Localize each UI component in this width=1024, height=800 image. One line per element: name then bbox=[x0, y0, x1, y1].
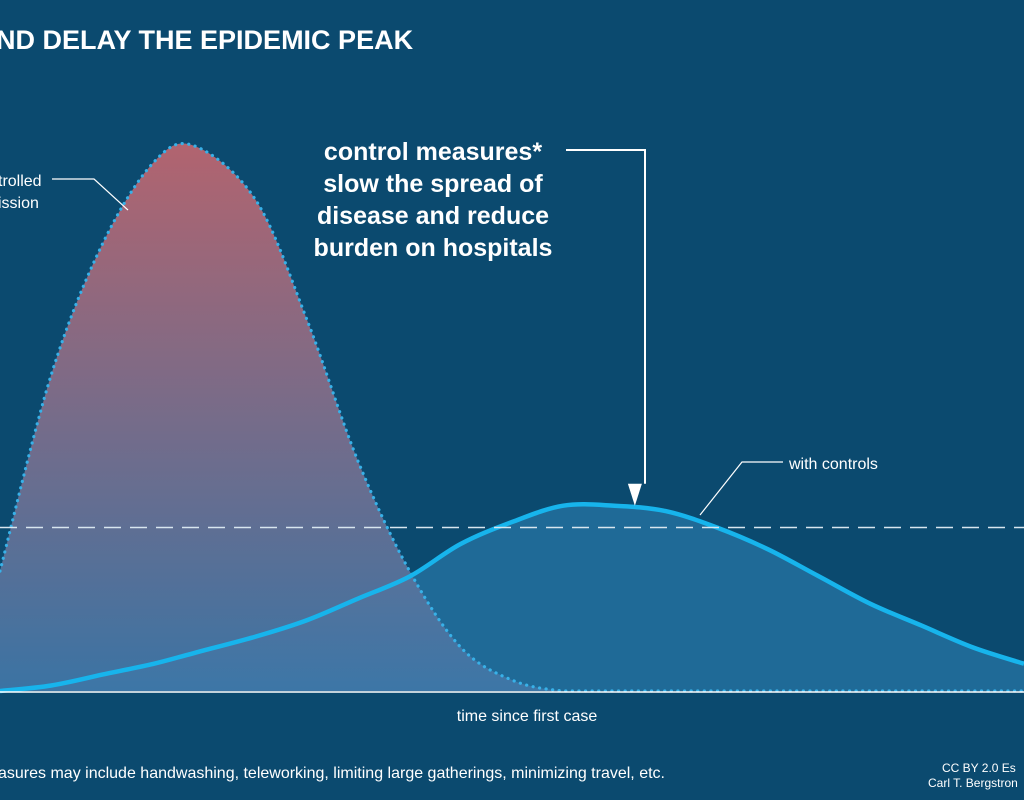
uncontrolled-area bbox=[0, 143, 1024, 692]
uncontrolled-label-line-2: ission bbox=[0, 195, 39, 212]
x-axis-label: time since first case bbox=[457, 708, 598, 725]
annotation-line-3: disease and reduce bbox=[317, 202, 549, 230]
control-measures-annotation: control measures* slow the spread of dis… bbox=[314, 138, 553, 262]
annotation-line-1: control measures* bbox=[324, 138, 542, 166]
with-controls-label: with controls bbox=[788, 456, 878, 473]
annotation-arrow-line bbox=[566, 149, 646, 484]
credit-line-2: Carl T. Bergstron bbox=[928, 776, 1018, 790]
annotation-arrow-head bbox=[627, 483, 642, 506]
uncontrolled-label-line-1: trolled bbox=[0, 173, 42, 190]
uncontrolled-line bbox=[0, 141, 1024, 693]
credit-line-1: CC BY 2.0 Es bbox=[942, 761, 1016, 775]
chart-title: ND DELAY THE EPIDEMIC PEAK bbox=[0, 25, 414, 55]
footnote: asures may include handwashing, telework… bbox=[0, 765, 665, 782]
with-controls-line bbox=[0, 502, 1024, 694]
with-controls-leader bbox=[699, 461, 783, 516]
annotation-line-2: slow the spread of bbox=[323, 170, 543, 198]
uncontrolled-leader bbox=[52, 178, 129, 211]
annotation-line-4: burden on hospitals bbox=[314, 234, 553, 262]
